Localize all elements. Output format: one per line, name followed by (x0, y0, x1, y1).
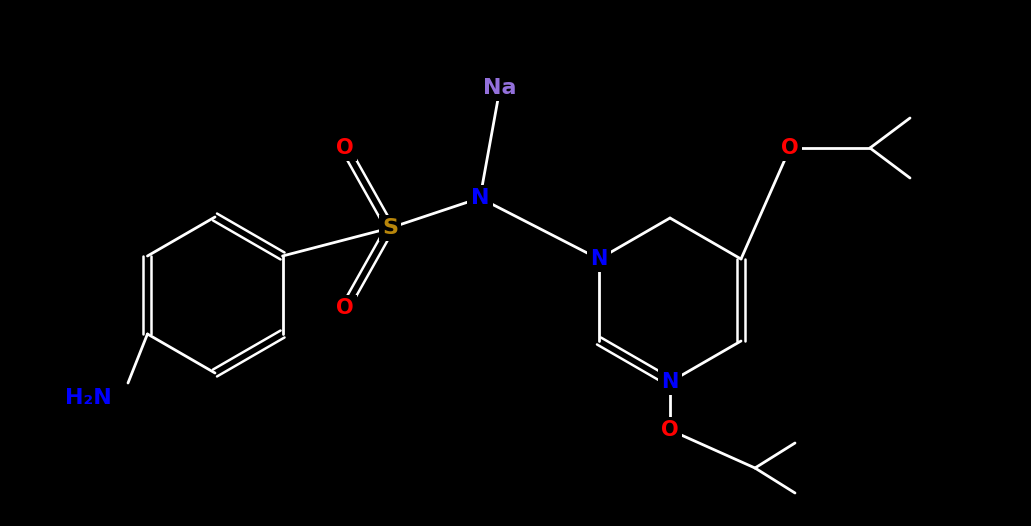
Text: O: O (336, 138, 354, 158)
Text: N: N (661, 372, 678, 392)
Text: O: O (336, 298, 354, 318)
Text: N: N (471, 188, 490, 208)
Text: S: S (383, 218, 398, 238)
Text: Na: Na (484, 78, 517, 98)
Text: O: O (781, 138, 799, 158)
Text: O: O (661, 420, 678, 440)
Text: N: N (591, 249, 607, 269)
Text: H₂N: H₂N (65, 388, 111, 408)
